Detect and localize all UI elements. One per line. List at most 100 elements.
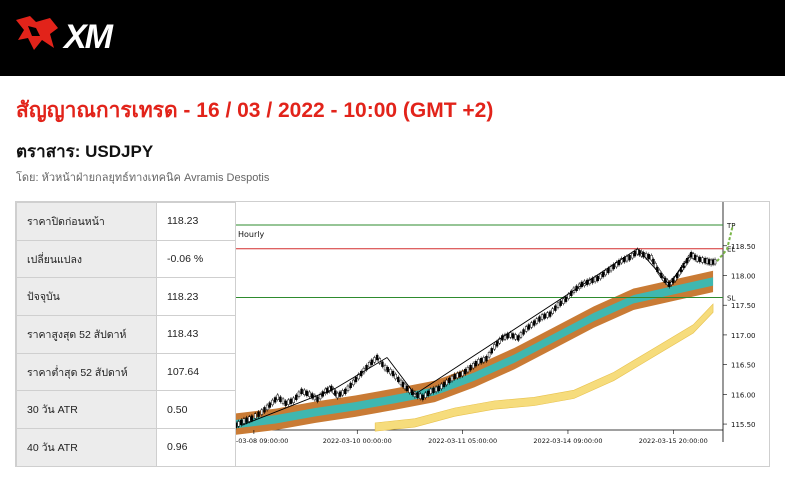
x-tick-label: 2022-03-15 20:00:00 [639,437,708,445]
table-row: ปัจจุบัน 118.23 [16,277,236,317]
candle-body [630,253,634,259]
stat-value: 118.23 [156,277,236,317]
candle-body [253,413,257,419]
xm-logo[interactable]: XM [14,14,144,56]
candle-body [292,397,295,403]
candle-body [713,258,717,265]
level-label-el: EL [727,246,735,254]
candle-body [421,394,425,400]
candle-body [265,404,269,411]
y-tick-label: 116.50 [731,362,756,370]
ma-inner-band [236,277,714,429]
candle-body [607,267,610,274]
candle-body [287,399,290,405]
candle-body [474,361,478,367]
candle-body [453,373,456,380]
candle-body [519,332,523,338]
candle-body [237,421,240,427]
candle-body [334,390,337,396]
candle-body [709,259,713,266]
candle-body [471,362,475,369]
candle-body [250,415,254,421]
table-row: ราคาต่ำสุด 52 สัปดาห์ 107.64 [16,352,236,392]
candle-body [551,308,554,314]
candle-body [413,391,417,397]
chart-title: Hourly [238,230,264,239]
table-row: 40 วัน ATR 0.96 [16,428,236,467]
candle-body [628,255,631,261]
stat-label: ราคาปิดก่อนหน้า [16,202,157,241]
candle-body [405,385,409,392]
candle-body [416,392,419,398]
stat-value: -0.06 % [156,239,236,279]
candle-body [503,334,507,340]
x-tick-label: 2022-03-11 05:00:00 [428,437,497,445]
forecast-arrow [716,224,734,262]
candle-body [464,368,467,375]
author-byline: โดย: หัวหน้าฝ่ายกลยุทธ์ทางเทคนิค Avramis… [16,172,270,184]
candle-body [313,394,317,401]
candle-body [236,422,238,428]
candle-body [305,390,309,396]
candle-body [593,276,597,283]
candle-body [604,269,607,276]
candle-body [344,388,347,394]
candle-body [391,370,395,377]
candle-body [562,298,565,304]
stat-value: 0.96 [156,428,236,467]
price-chart[interactable]: Hourly TP EL SL 118.50 118.00 117.50 117.00 116.… [236,202,769,466]
stat-label: ราคาสูงสุด 52 สัปดาห์ [16,315,157,354]
candle-body [383,364,387,371]
candle-body [394,373,397,380]
instrument-heading: ตราสาร: USDJPY [16,142,154,161]
candle-body [466,366,470,373]
candle-body [429,388,433,394]
candle-body [426,390,430,396]
table-row: 30 วัน ATR 0.50 [16,390,236,430]
candle-body [650,255,653,261]
candle-body [522,329,525,335]
candle-body [458,371,462,378]
stat-label: 30 วัน ATR [16,390,157,430]
candle-body [532,320,536,326]
candle-body [652,258,655,265]
candle-body [297,391,301,397]
candle-body [450,375,454,382]
y-tick-label: 115.50 [731,421,756,429]
candle-body [490,348,494,354]
y-tick-label: 118.00 [731,272,756,280]
y-tick-label: 116.00 [731,391,756,399]
stat-value: 0.50 [156,390,236,430]
chart-svg: Hourly TP EL SL 118.50 118.00 117.50 117.00 116.… [236,202,756,445]
x-tick-label: 2022-03-14 09:00:00 [533,437,602,445]
candle-body [461,370,464,377]
candle-body [538,316,541,322]
candle-body [509,332,512,338]
candle-body [543,313,547,319]
candle-body [403,383,407,390]
candle-body [381,361,384,367]
candle-body [517,335,520,341]
candle-body [620,258,623,264]
candle-body [370,359,374,365]
candle-body [434,386,438,393]
candle-body [535,318,539,324]
candle-body [477,359,480,365]
candle-body [654,262,657,269]
stat-value: 118.43 [156,315,236,354]
candle-body [564,296,568,302]
candle-body [284,400,287,406]
signal-panel: ราคาปิดก่อนหน้า 118.23 เปลี่ยนแปลง -0.06 %… [15,201,770,467]
candle-body [711,259,715,265]
candle-body [401,381,405,388]
candle-body [524,326,528,332]
candle-body [633,251,637,257]
site-header: XM [0,0,785,76]
trend-line [386,357,416,395]
candle-body [695,256,699,262]
trend-line [668,254,692,285]
candle-body [271,399,274,406]
logo-text: XM [64,18,113,56]
candle-body [588,278,592,285]
candle-body [308,391,311,397]
